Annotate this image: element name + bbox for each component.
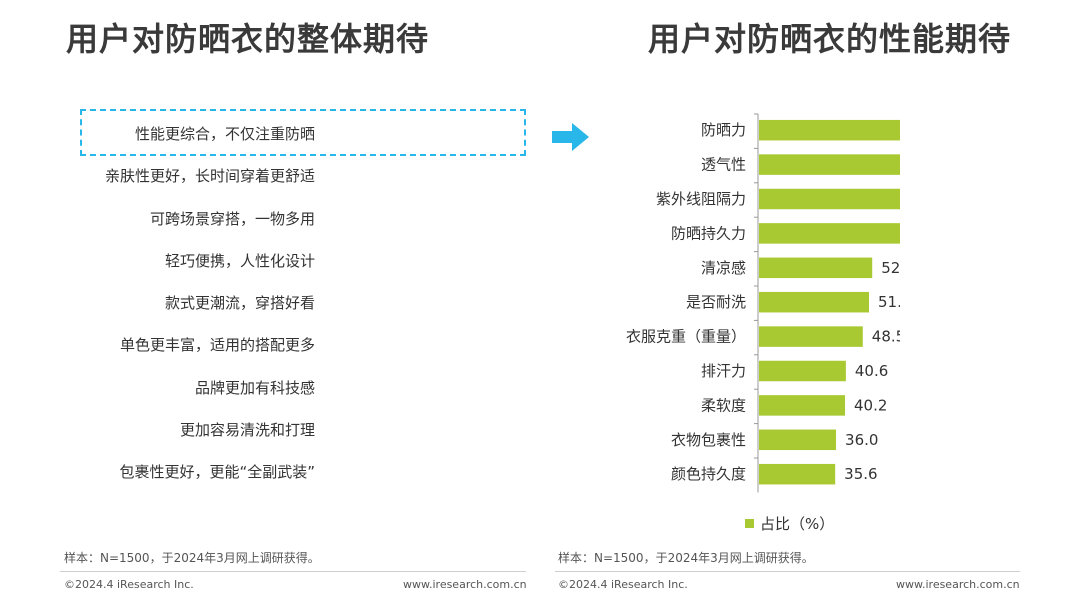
right-panel-title: 用户对防晒衣的性能期待 — [648, 20, 1012, 58]
category-label: 是否耐洗 — [686, 293, 746, 311]
right-footer-divider — [555, 571, 1020, 572]
bar — [759, 154, 900, 175]
category-label: 防晒持久力 — [671, 224, 746, 242]
bar-value-label: 51.4 — [878, 293, 900, 311]
category-label: 防晒力 — [701, 121, 746, 139]
expectation-item: 可跨场景穿搭，一物多用 — [149, 209, 315, 228]
bar-value-label: 40.2 — [854, 396, 887, 414]
bar — [759, 395, 846, 416]
expectation-item: 品牌更加有科技感 — [194, 378, 315, 397]
legend-label: 占比（%） — [760, 515, 835, 533]
left-website: www.iresearch.com.cn — [403, 578, 527, 591]
expectation-item: 更加容易清洗和打理 — [179, 421, 315, 440]
bar — [759, 188, 900, 210]
category-label: 衣物包裹性 — [671, 431, 746, 449]
category-label: 排汗力 — [701, 362, 746, 380]
left-footer-divider — [60, 571, 526, 572]
expectation-item: 包裹性更好，更能“全副武装” — [119, 463, 315, 482]
bar — [759, 223, 900, 244]
bar-value-label: 35.6 — [844, 465, 877, 483]
right-sample-note: 样本：N=1500，于2024年3月网上调研获得。 — [558, 551, 814, 565]
right-arrow-icon — [552, 123, 589, 151]
expectation-list: 性能更综合，不仅注重防晒 亲肤性更好，长时间穿着更舒适 可跨场景穿搭，一物多用 … — [60, 114, 315, 495]
bar-value-label: 36.0 — [845, 431, 878, 449]
bar — [759, 429, 837, 451]
category-label: 颜色持久度 — [671, 465, 746, 483]
left-sample-note: 样本：N=1500，于2024年3月网上调研获得。 — [64, 551, 320, 565]
expectation-item: 轻巧便携，人性化设计 — [164, 251, 315, 270]
category-label: 透气性 — [701, 156, 746, 174]
bar — [759, 291, 869, 313]
bar-value-label: 40.6 — [855, 362, 888, 380]
category-label: 柔软度 — [701, 396, 746, 414]
legend-swatch — [745, 519, 754, 528]
left-copyright: ©2024.4 iResearch Inc. — [64, 578, 194, 591]
right-website: www.iresearch.com.cn — [896, 578, 1020, 591]
category-label: 紫外线阻隔力 — [656, 190, 746, 208]
bar — [759, 257, 873, 279]
right-copyright: ©2024.4 iResearch Inc. — [558, 578, 688, 591]
highlight-box — [80, 109, 526, 156]
chart-legend: 占比（%） — [745, 513, 834, 534]
category-label: 清凉感 — [701, 259, 746, 277]
bar-value-label: 48.5 — [872, 328, 900, 346]
bar — [759, 326, 863, 347]
performance-bar-chart: 防晒力78.1透气性75.6紫外线阻隔力74.7防晒持久力74.5清凉感52.9… — [626, 113, 900, 493]
bar — [759, 463, 836, 485]
bar-value-label: 52.9 — [881, 259, 900, 277]
left-panel-title: 用户对防晒衣的整体期待 — [66, 20, 430, 58]
expectation-item: 性能更综合，不仅注重防晒 — [134, 125, 315, 143]
expectation-item: 款式更潮流，穿搭好看 — [164, 294, 315, 313]
expectation-item: 单色更丰富，适用的搭配更多 — [119, 336, 315, 355]
category-label: 衣服克重（重量） — [626, 328, 746, 346]
bar — [759, 119, 900, 141]
bar — [759, 360, 846, 382]
expectation-item: 亲肤性更好，长时间穿着更舒适 — [104, 167, 315, 186]
